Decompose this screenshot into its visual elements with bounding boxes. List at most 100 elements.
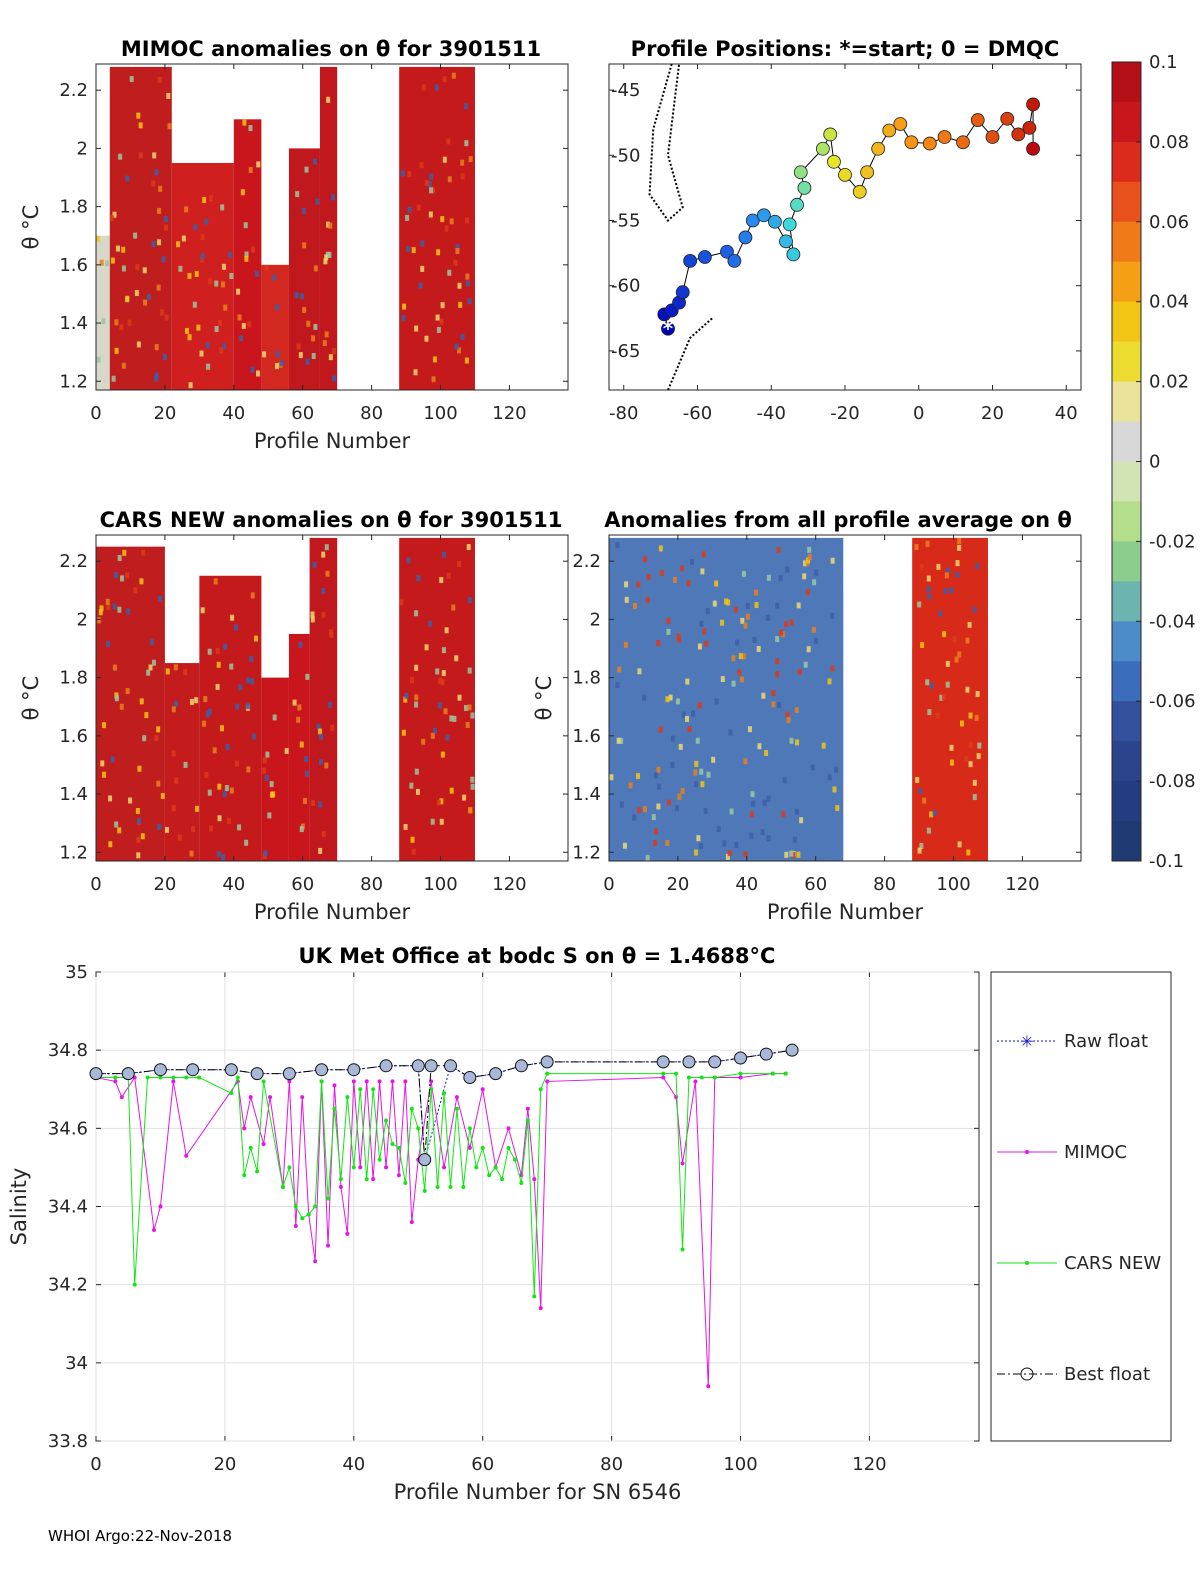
heatmap-cell (238, 684, 243, 691)
heatmap-cell (695, 737, 700, 744)
profile-position-marker (683, 254, 698, 268)
heatmap-cell (810, 764, 815, 771)
heatmap-cell (305, 358, 310, 365)
x-tick-label: 60 (291, 403, 314, 424)
x-tick-label: 0 (603, 874, 614, 895)
heatmap-cell (945, 660, 950, 667)
data-point (152, 1227, 157, 1232)
heatmap-cell (263, 850, 268, 857)
data-point (89, 1067, 103, 1081)
x-tick-label: 80 (600, 1454, 623, 1475)
heatmap-cell (927, 593, 932, 600)
heatmap-cell (296, 716, 301, 723)
heatmap-cell (157, 76, 162, 83)
heatmap-cell (199, 350, 204, 357)
heatmap-cell (322, 340, 327, 347)
data-point (235, 1075, 240, 1080)
x-tick-label: 40 (222, 403, 245, 424)
heatmap-column (96, 235, 110, 390)
heatmap-cell (929, 682, 934, 689)
data-point (268, 1095, 273, 1100)
heatmap-cell (114, 821, 119, 828)
heatmap-cell (275, 350, 280, 357)
heatmap-cell (414, 664, 419, 671)
data-point (512, 1157, 517, 1162)
heatmap-cell (467, 704, 472, 711)
heatmap-cell (321, 831, 326, 838)
heatmap-cell (949, 587, 954, 594)
heatmap-cell (968, 712, 973, 719)
heatmap-cell (440, 216, 445, 223)
heatmap-cell (440, 679, 445, 686)
heatmap-cell (433, 727, 438, 734)
profile-position-marker (661, 321, 675, 336)
x-tick-label: 60 (291, 874, 314, 895)
panel-1-axes: -80 -60 -40 -20 0 20 40 -45 -50 -55 -60 -65 Profile … (608, 37, 1082, 424)
heatmap-cell (700, 781, 705, 788)
heatmap-cell (643, 556, 648, 563)
y-tick-label: 1.6 (59, 726, 88, 747)
heatmap-cell (922, 797, 927, 804)
y-tick-label: 2 (77, 609, 88, 630)
heatmap-cell (167, 123, 172, 130)
heatmap-cell (439, 577, 444, 584)
data-point (379, 1059, 393, 1073)
heatmap-cell (142, 299, 147, 306)
heatmap-cell (249, 656, 254, 663)
data-point (390, 1141, 395, 1146)
heatmap-cell (449, 715, 454, 722)
heatmap-cell (803, 661, 808, 668)
heatmap-cell (693, 769, 698, 776)
heatmap-cell (694, 760, 699, 767)
data-point (674, 1071, 679, 1076)
heatmap-cell (945, 681, 950, 688)
heatmap-cell (775, 671, 780, 678)
data-point (699, 1075, 704, 1080)
legend-label: Raw float (1064, 1031, 1148, 1052)
heatmap-cell (166, 92, 171, 99)
heatmap-cell (637, 668, 642, 675)
y-tick-label: -65 (611, 341, 640, 362)
heatmap-cell (811, 626, 816, 633)
heatmap-cell (125, 295, 130, 302)
heatmap-cell (674, 805, 679, 812)
heatmap-cell (403, 696, 408, 703)
heatmap-cell (139, 578, 144, 585)
heatmap-cell (813, 637, 818, 644)
heatmap-cell (731, 680, 736, 687)
heatmap-cell (927, 709, 932, 716)
heatmap-cell (609, 774, 614, 781)
data-point (197, 1075, 202, 1080)
heatmap-cell (96, 356, 101, 363)
heatmap-cell (121, 246, 126, 253)
heatmap-cell (204, 771, 209, 778)
heatmap-cell (776, 547, 781, 554)
data-point (313, 1259, 318, 1264)
colorbar-tick-label: 0.1 (1149, 52, 1178, 73)
heatmap-cell (794, 707, 799, 714)
x-tick-label: 40 (1055, 403, 1078, 424)
colorbar-segment (1112, 701, 1141, 742)
colorbar-segment (1112, 621, 1141, 662)
colorbar-segment (1112, 101, 1141, 143)
heatmap-cell (409, 782, 414, 789)
data-point (506, 1145, 511, 1150)
colorbar-tick-label: 0.04 (1149, 292, 1189, 313)
heatmap-cell (295, 191, 300, 198)
heatmap-cell (114, 695, 119, 702)
heatmap-cell (957, 544, 962, 551)
profile-position-marker (779, 234, 793, 249)
heatmap-cell (125, 688, 130, 695)
heatmap-cell (165, 668, 170, 675)
data-point (121, 1067, 135, 1081)
heatmap-cell (399, 599, 404, 606)
data-point (734, 1051, 748, 1065)
heatmap-cell (964, 755, 969, 762)
heatmap-cell (269, 791, 274, 798)
heatmap-cell (296, 343, 301, 350)
heatmap-cell (752, 636, 757, 643)
legend-box (990, 971, 1172, 1442)
heatmap-cell (465, 217, 470, 224)
x-tick-label: 100 (423, 874, 457, 895)
heatmap-cell (214, 280, 219, 287)
